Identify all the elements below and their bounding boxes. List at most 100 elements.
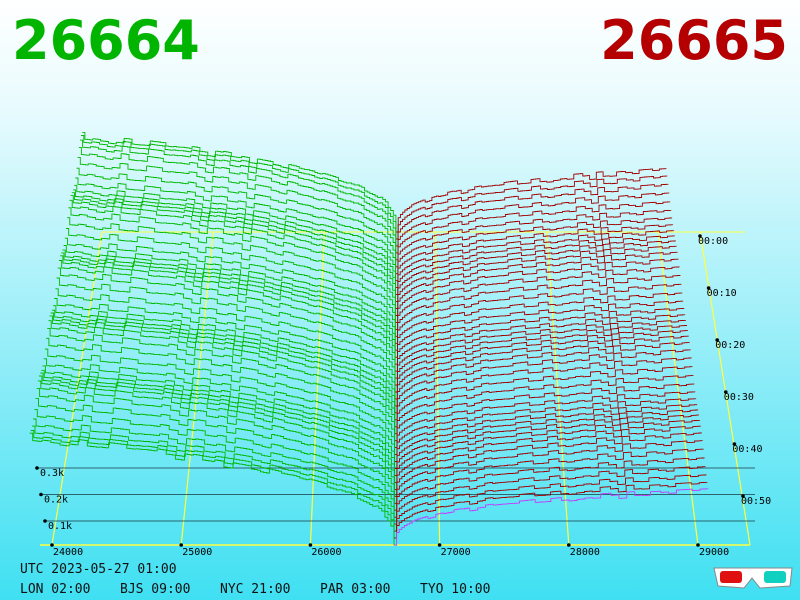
ask-depth-line xyxy=(395,240,676,303)
ask-depth-line xyxy=(394,409,699,469)
bid-depth-line xyxy=(73,189,397,288)
world-clock: NYC 21:00 xyxy=(220,582,290,597)
ask-depth-line xyxy=(394,419,701,483)
price-tick-label: 25000 xyxy=(182,547,212,558)
price-tick-label: 27000 xyxy=(441,547,471,558)
tick-dot xyxy=(437,543,442,547)
ask-depth-line xyxy=(394,335,689,400)
ask-depth-line xyxy=(395,235,675,296)
world-clock: TYO 10:00 xyxy=(420,582,490,597)
bid-depth-line xyxy=(71,192,396,295)
bid-depth-line xyxy=(80,139,397,246)
bid-depth-line xyxy=(82,132,397,232)
floor-price-line xyxy=(435,231,441,546)
glasses-icon xyxy=(713,567,793,589)
floor-price-line xyxy=(657,231,699,546)
bid-depth-line xyxy=(77,156,397,260)
bid-depth-line xyxy=(35,398,395,511)
bid-depth-line xyxy=(47,327,396,441)
ask-depth-line xyxy=(395,275,681,337)
ask-depth-line xyxy=(394,404,698,462)
bid-depth-line xyxy=(48,320,396,434)
tick-dot xyxy=(308,543,313,547)
ask-depth-line xyxy=(394,342,690,407)
floor-price-line xyxy=(546,231,570,546)
tick-dot xyxy=(732,442,737,446)
bid-depth-line xyxy=(44,348,395,455)
bid-depth-line xyxy=(39,375,395,490)
ask-depth-line xyxy=(395,258,679,323)
ask-depth-line xyxy=(395,300,684,358)
price-tick-label: 28000 xyxy=(570,547,600,558)
bid-depth-line xyxy=(60,255,396,365)
world-clock: LON 02:00 xyxy=(20,582,90,597)
ask-depth-line xyxy=(395,283,682,344)
bid-depth-line xyxy=(65,228,396,330)
bid-depth-line xyxy=(55,288,396,392)
bid-depth-line xyxy=(63,245,396,344)
floor-price-line xyxy=(309,231,325,546)
depth-surface xyxy=(29,132,709,546)
price-tick-label: 24000 xyxy=(53,547,83,558)
ask-depth-line xyxy=(394,357,692,421)
ask-depth-line xyxy=(395,266,680,330)
bid-depth-line xyxy=(74,184,397,281)
ask-depth-line xyxy=(394,349,691,414)
bid-depth-line xyxy=(51,309,396,413)
ask-depth-line xyxy=(394,366,693,428)
price-tick-label: 26000 xyxy=(311,547,341,558)
bid-depth-line xyxy=(68,207,396,316)
ask-depth-line xyxy=(395,168,667,233)
ask-depth-line xyxy=(394,383,695,442)
ask-depth-line xyxy=(395,245,677,309)
ask-depth-line xyxy=(395,201,671,261)
time-tick-label: 00:30 xyxy=(724,392,754,403)
ask-depth-line xyxy=(395,319,687,379)
bid-depth-line xyxy=(53,305,396,406)
bid-price: 26664 xyxy=(12,9,200,72)
ask-depth-line xyxy=(394,481,708,539)
ask-depth-line xyxy=(395,325,688,386)
tick-dot xyxy=(43,519,47,523)
tick-dot xyxy=(706,286,711,290)
ask-depth-line xyxy=(394,391,696,449)
ask-depth-line xyxy=(394,330,688,393)
depth-tick-label: 0.1k xyxy=(48,521,72,532)
tick-dot xyxy=(567,543,571,547)
tick-dot xyxy=(50,543,54,547)
ask-depth-line xyxy=(395,230,675,289)
ask-depth-line xyxy=(395,175,668,240)
bid-depth-line xyxy=(76,167,397,267)
bid-depth-line xyxy=(41,369,395,476)
tick-dot xyxy=(698,234,702,238)
world-clock: PAR 03:00 xyxy=(320,582,390,597)
tick-dot xyxy=(741,494,745,498)
ask-depth-line xyxy=(395,308,685,365)
bid-depth-line xyxy=(43,358,395,462)
ask-depth-line xyxy=(394,440,703,504)
time-tick-label: 00:20 xyxy=(715,340,745,351)
ask-depth-line xyxy=(395,217,673,275)
time-tick-label: 00:10 xyxy=(707,288,737,299)
bid-depth-line xyxy=(69,199,396,309)
bid-depth-line xyxy=(40,372,395,483)
bid-depth-line xyxy=(29,432,395,545)
ask-depth-line xyxy=(395,192,670,254)
bid-depth-line xyxy=(46,337,396,448)
ask-depth-line xyxy=(394,474,707,532)
bid-depth-line xyxy=(58,260,396,372)
bid-depth-line xyxy=(33,418,395,525)
ask-depth-line xyxy=(394,466,706,525)
tick-dot xyxy=(696,543,700,547)
bid-depth-line xyxy=(50,312,396,420)
time-tick-label: 00:40 xyxy=(732,444,762,455)
bid-depth-line xyxy=(37,380,395,497)
ask-depth-line xyxy=(395,292,683,351)
ask-depth-line xyxy=(394,414,700,476)
tick-dot xyxy=(35,466,39,470)
ask-depth-line xyxy=(394,488,709,546)
bid-depth-line xyxy=(32,425,395,532)
time-tick-label: 00:00 xyxy=(698,236,728,247)
